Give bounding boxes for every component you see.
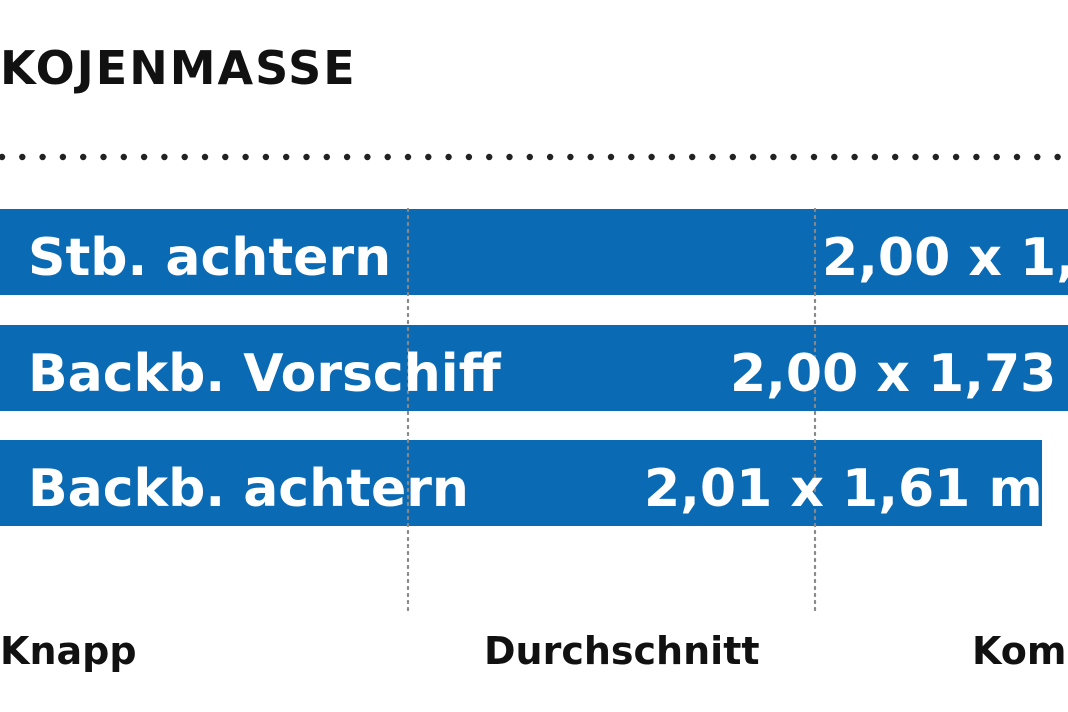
separator-dot — [39, 153, 46, 161]
separator-dot — [59, 153, 67, 161]
bar-value-label: 2,01 x 1,61 m — [644, 459, 1043, 519]
separator-dot — [222, 153, 229, 161]
separator-dot — [465, 153, 473, 161]
separator-dot — [628, 153, 635, 161]
separator-dot — [973, 153, 980, 161]
separator-dot — [303, 153, 310, 161]
chart-title: KOJENMASSE — [0, 41, 357, 95]
separator-dot — [181, 153, 188, 161]
bar — [0, 440, 1042, 526]
separator-dot — [120, 153, 128, 161]
bar — [0, 325, 1068, 411]
separator-dot — [364, 153, 371, 161]
separator-dot — [384, 153, 391, 161]
separator-dot — [831, 153, 838, 161]
separator-dot — [587, 153, 594, 161]
bar-label: Backb. Vorschiff — [28, 344, 502, 404]
bar-value-label: 2,00 x 1,73 m — [730, 344, 1068, 404]
separator-dot — [343, 153, 351, 161]
separator-dot — [506, 153, 513, 161]
separator-dot — [892, 153, 899, 161]
separator-dot — [729, 153, 736, 161]
bar-value-label: 2,00 x 1, — [822, 228, 1068, 288]
separator-dot — [871, 153, 879, 161]
bar-label: Stb. achtern — [28, 228, 391, 288]
separator-dot — [404, 153, 412, 161]
separator-dot — [912, 153, 919, 161]
separator-dot — [1034, 153, 1041, 161]
separator-dot — [140, 153, 148, 161]
separator-dot — [810, 153, 818, 161]
separator-dot — [932, 153, 939, 161]
dotted-separator — [0, 153, 1061, 161]
scale-label: Durchschnitt — [484, 629, 760, 673]
separator-dot — [1013, 153, 1021, 161]
bar — [0, 209, 1068, 295]
separator-dot — [242, 153, 249, 161]
separator-dot — [1054, 153, 1061, 161]
separator-dot — [749, 153, 757, 161]
separator-dot — [709, 153, 716, 161]
separator-dot — [323, 153, 330, 161]
separator-dot — [648, 153, 655, 161]
scale-label: Knapp — [0, 629, 137, 673]
separator-dot — [80, 153, 87, 161]
separator-dot — [607, 153, 615, 161]
separator-dot — [689, 153, 696, 161]
separator-dot — [100, 153, 107, 161]
separator-dot — [567, 153, 574, 161]
separator-dot — [526, 153, 533, 161]
separator-dot — [993, 153, 1000, 161]
bar-text-group: Stb. achtern 2,00 x 1, Backb. Vorschiff 2,0… — [28, 228, 1068, 519]
separator-dot — [668, 153, 676, 161]
separator-dot — [262, 153, 270, 161]
bars-group — [0, 209, 1068, 526]
separator-dot — [546, 153, 554, 161]
separator-dot — [19, 153, 26, 161]
separator-dot — [851, 153, 858, 161]
separator-dot — [486, 153, 493, 161]
scale-label: Kom — [972, 629, 1066, 673]
separator-dot — [445, 153, 452, 161]
separator-dot — [0, 153, 6, 161]
separator-dot — [161, 153, 168, 161]
separator-dot — [770, 153, 777, 161]
separator-dot — [790, 153, 797, 161]
separator-dot — [201, 153, 209, 161]
guide-lines-group — [406, 207, 817, 614]
separator-dot — [425, 153, 432, 161]
separator-dot — [283, 153, 290, 161]
bar-label: Backb. achtern — [28, 459, 469, 519]
scale-labels-group: Knapp Durchschnitt Kom — [0, 629, 1066, 673]
separator-dot — [952, 153, 960, 161]
